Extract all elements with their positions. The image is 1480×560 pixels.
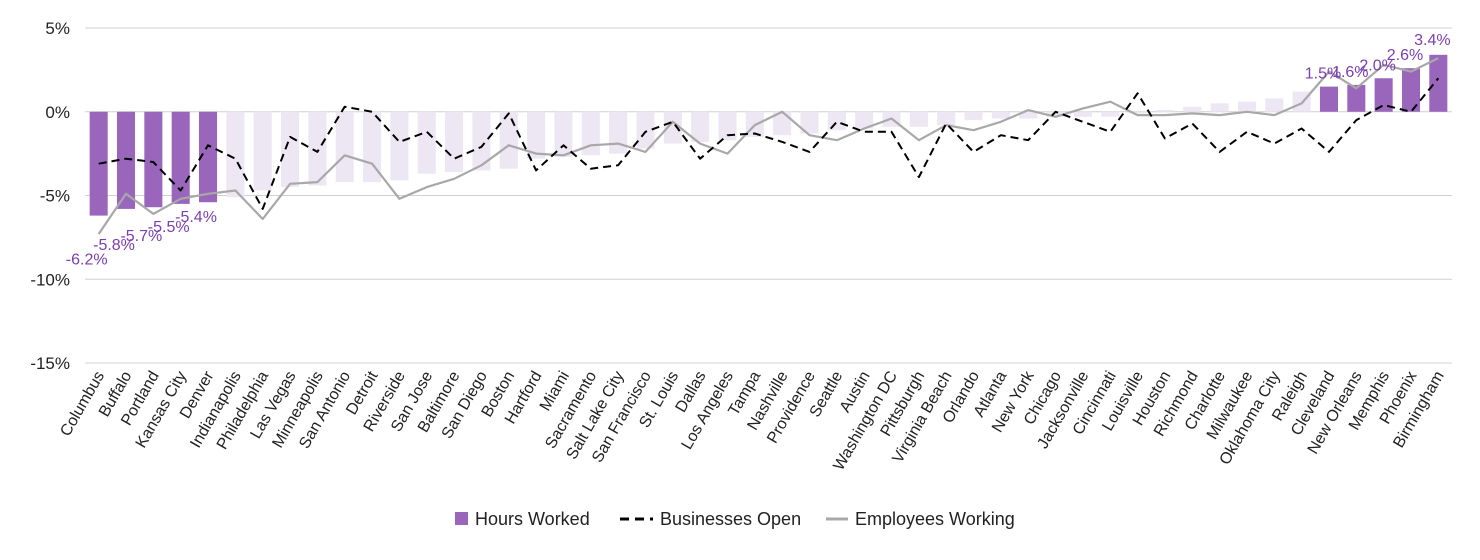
bar-memphis (1374, 78, 1393, 112)
bar-los-angeles (718, 111, 737, 141)
bar-minneapolis (308, 111, 327, 186)
bar-cincinnati (1101, 111, 1120, 117)
bar-columbus (89, 111, 108, 216)
bar-san-francisco (636, 111, 655, 149)
series-lines (97, 57, 1440, 235)
bar-birmingham (1429, 54, 1448, 112)
bar-st-louis (663, 111, 682, 144)
bar-hartford (527, 111, 546, 159)
y-tick-label: -5% (40, 187, 70, 206)
legend: Hours Worked Businesses Open Employees W… (455, 509, 1015, 529)
line-businesses-open (98, 77, 1440, 210)
y-tick-label: -15% (30, 354, 70, 373)
data-label-birmingham: 3.4% (1414, 32, 1450, 49)
bar-charlotte (1210, 103, 1229, 112)
bar-portland (144, 111, 163, 208)
bar-boston (499, 111, 518, 169)
bar-new-york (1019, 111, 1038, 119)
bar-cleveland (1319, 86, 1338, 112)
bar-baltimore (445, 111, 464, 173)
bar-indianapolis (226, 111, 245, 198)
bar-orlando (964, 111, 983, 121)
bar-richmond (1183, 106, 1202, 112)
bar-san-jose (417, 111, 436, 174)
bar-virginia-beach (937, 111, 956, 126)
gridlines (85, 27, 1452, 364)
data-label-memphis: 2.0% (1359, 57, 1395, 74)
y-tick-label: 0% (45, 103, 70, 122)
bar-houston (1155, 110, 1174, 112)
legend-label-hours-worked: Hours Worked (475, 509, 590, 529)
line-employees-working (97, 57, 1439, 235)
bar-providence (800, 111, 819, 134)
bar-louisville (1128, 111, 1147, 114)
bar-phoenix (1401, 68, 1421, 112)
bar-san-antonio (335, 111, 354, 183)
data-label-phoenix: 2.6% (1387, 47, 1423, 64)
bar-atlanta (991, 111, 1010, 119)
data-label-kansas-city: -5.5% (148, 219, 190, 236)
bar-riverside (390, 111, 409, 181)
data-label-portland: -5.7% (120, 228, 162, 245)
data-label-denver: -5.4% (175, 209, 217, 226)
legend-label-employees-working: Employees Working (855, 509, 1015, 529)
bar-denver (199, 111, 218, 203)
bar-detroit (363, 111, 382, 183)
bar-san-diego (472, 111, 491, 171)
bar-nashville (773, 111, 792, 136)
y-tick-label: 5% (45, 19, 70, 38)
bar-pittsburgh (909, 111, 928, 127)
bar-buffalo (116, 111, 136, 209)
bar-jacksonville (1073, 111, 1092, 117)
y-tick-label: -10% (30, 270, 70, 289)
bar-miami (554, 111, 573, 157)
bar-milwaukee (1237, 101, 1256, 112)
bar-austin (855, 111, 874, 129)
bar-salt-lake-city (609, 111, 628, 154)
data-label-columbus: -6.2% (66, 252, 108, 269)
bar-dallas (691, 111, 710, 142)
y-axis-ticks: 5% 0% -5% -10% -15% (30, 19, 70, 373)
data-label-buffalo: -5.8% (93, 237, 135, 254)
data-labels: -6.2%-5.8%-5.7%-5.5%-5.4% 1.5%1.6%2.0%2.6… (66, 32, 1451, 269)
bar-oklahoma-city (1265, 98, 1284, 112)
bar-kansas-city (171, 111, 190, 204)
data-label-new-orleans: 1.6% (1332, 64, 1368, 81)
bar-chicago (1046, 111, 1065, 117)
data-label-cleveland: 1.5% (1305, 66, 1341, 83)
bar-philadelphia (253, 111, 272, 191)
bar-new-orleans (1347, 84, 1366, 112)
legend-swatch-hours-worked (455, 512, 468, 525)
bar-las-vegas (281, 111, 300, 188)
legend-label-businesses-open: Businesses Open (660, 509, 801, 529)
